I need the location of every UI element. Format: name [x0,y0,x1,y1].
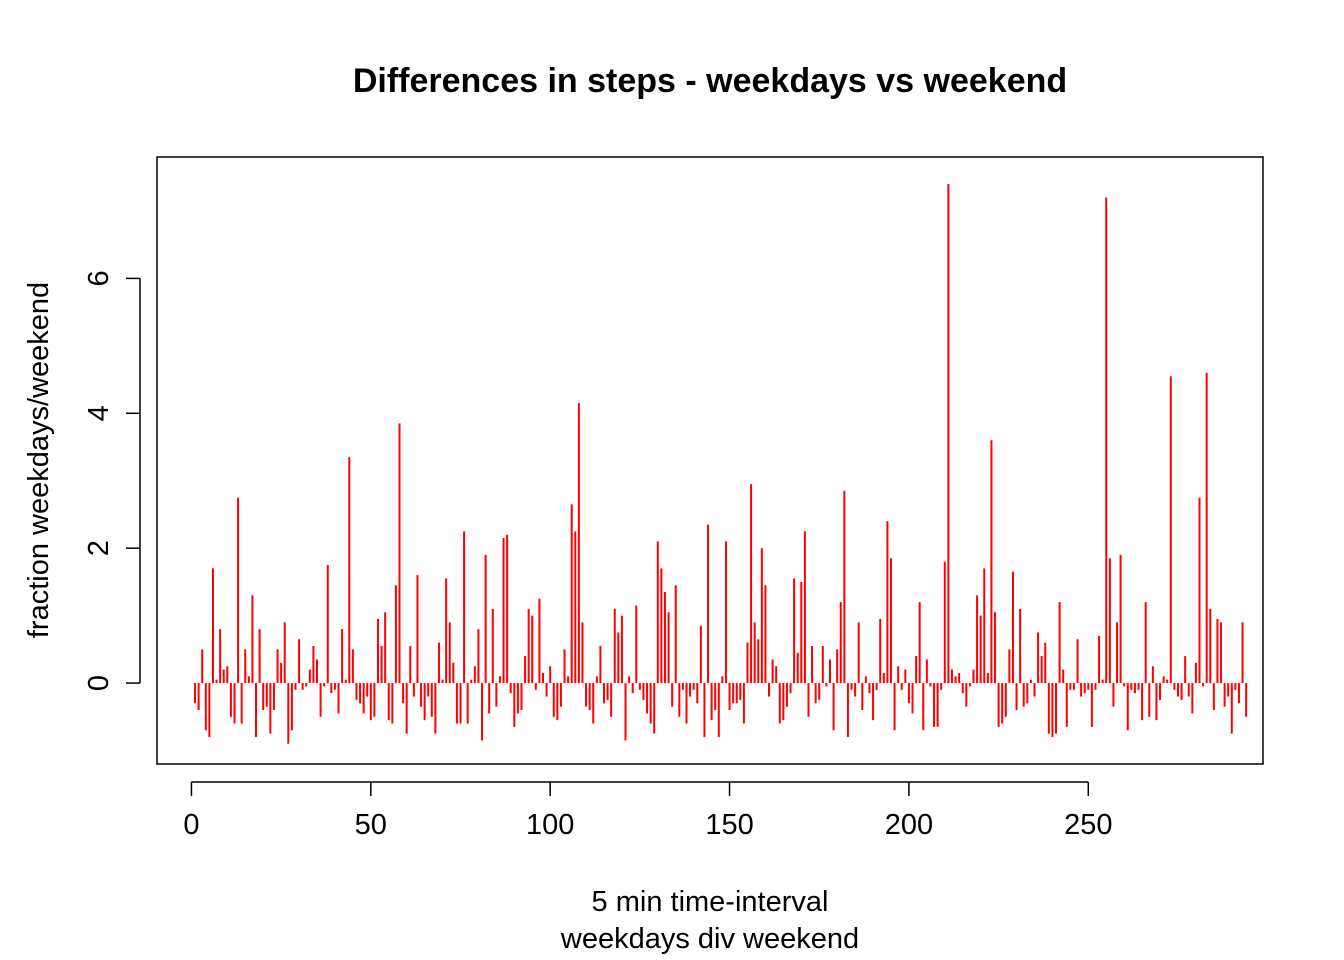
x-tick-label: 0 [183,809,199,841]
y-tick-label: 6 [83,270,115,286]
x-tick-label: 50 [355,809,387,841]
y-axis-label: fraction weekdays/weekend [23,282,55,638]
plot-frame [156,156,1264,765]
x-tick-label: 150 [705,809,753,841]
bar-series [194,183,1248,744]
x-axis-label: 5 min time-interval [592,886,829,918]
x-axis: 0 50 100 150 200 250 [183,781,1112,841]
y-tick-label: 0 [83,675,115,691]
chart-title: Differences in steps - weekdays vs weeke… [353,62,1067,100]
x-tick-label: 100 [526,809,574,841]
y-tick-label: 2 [83,540,115,556]
y-axis: 0 2 4 6 [83,270,141,691]
x-tick-label: 200 [885,809,933,841]
x-axis-label-secondary: weekdays div weekend [560,923,859,955]
x-tick-label: 250 [1064,809,1112,841]
y-tick-label: 4 [83,405,115,421]
